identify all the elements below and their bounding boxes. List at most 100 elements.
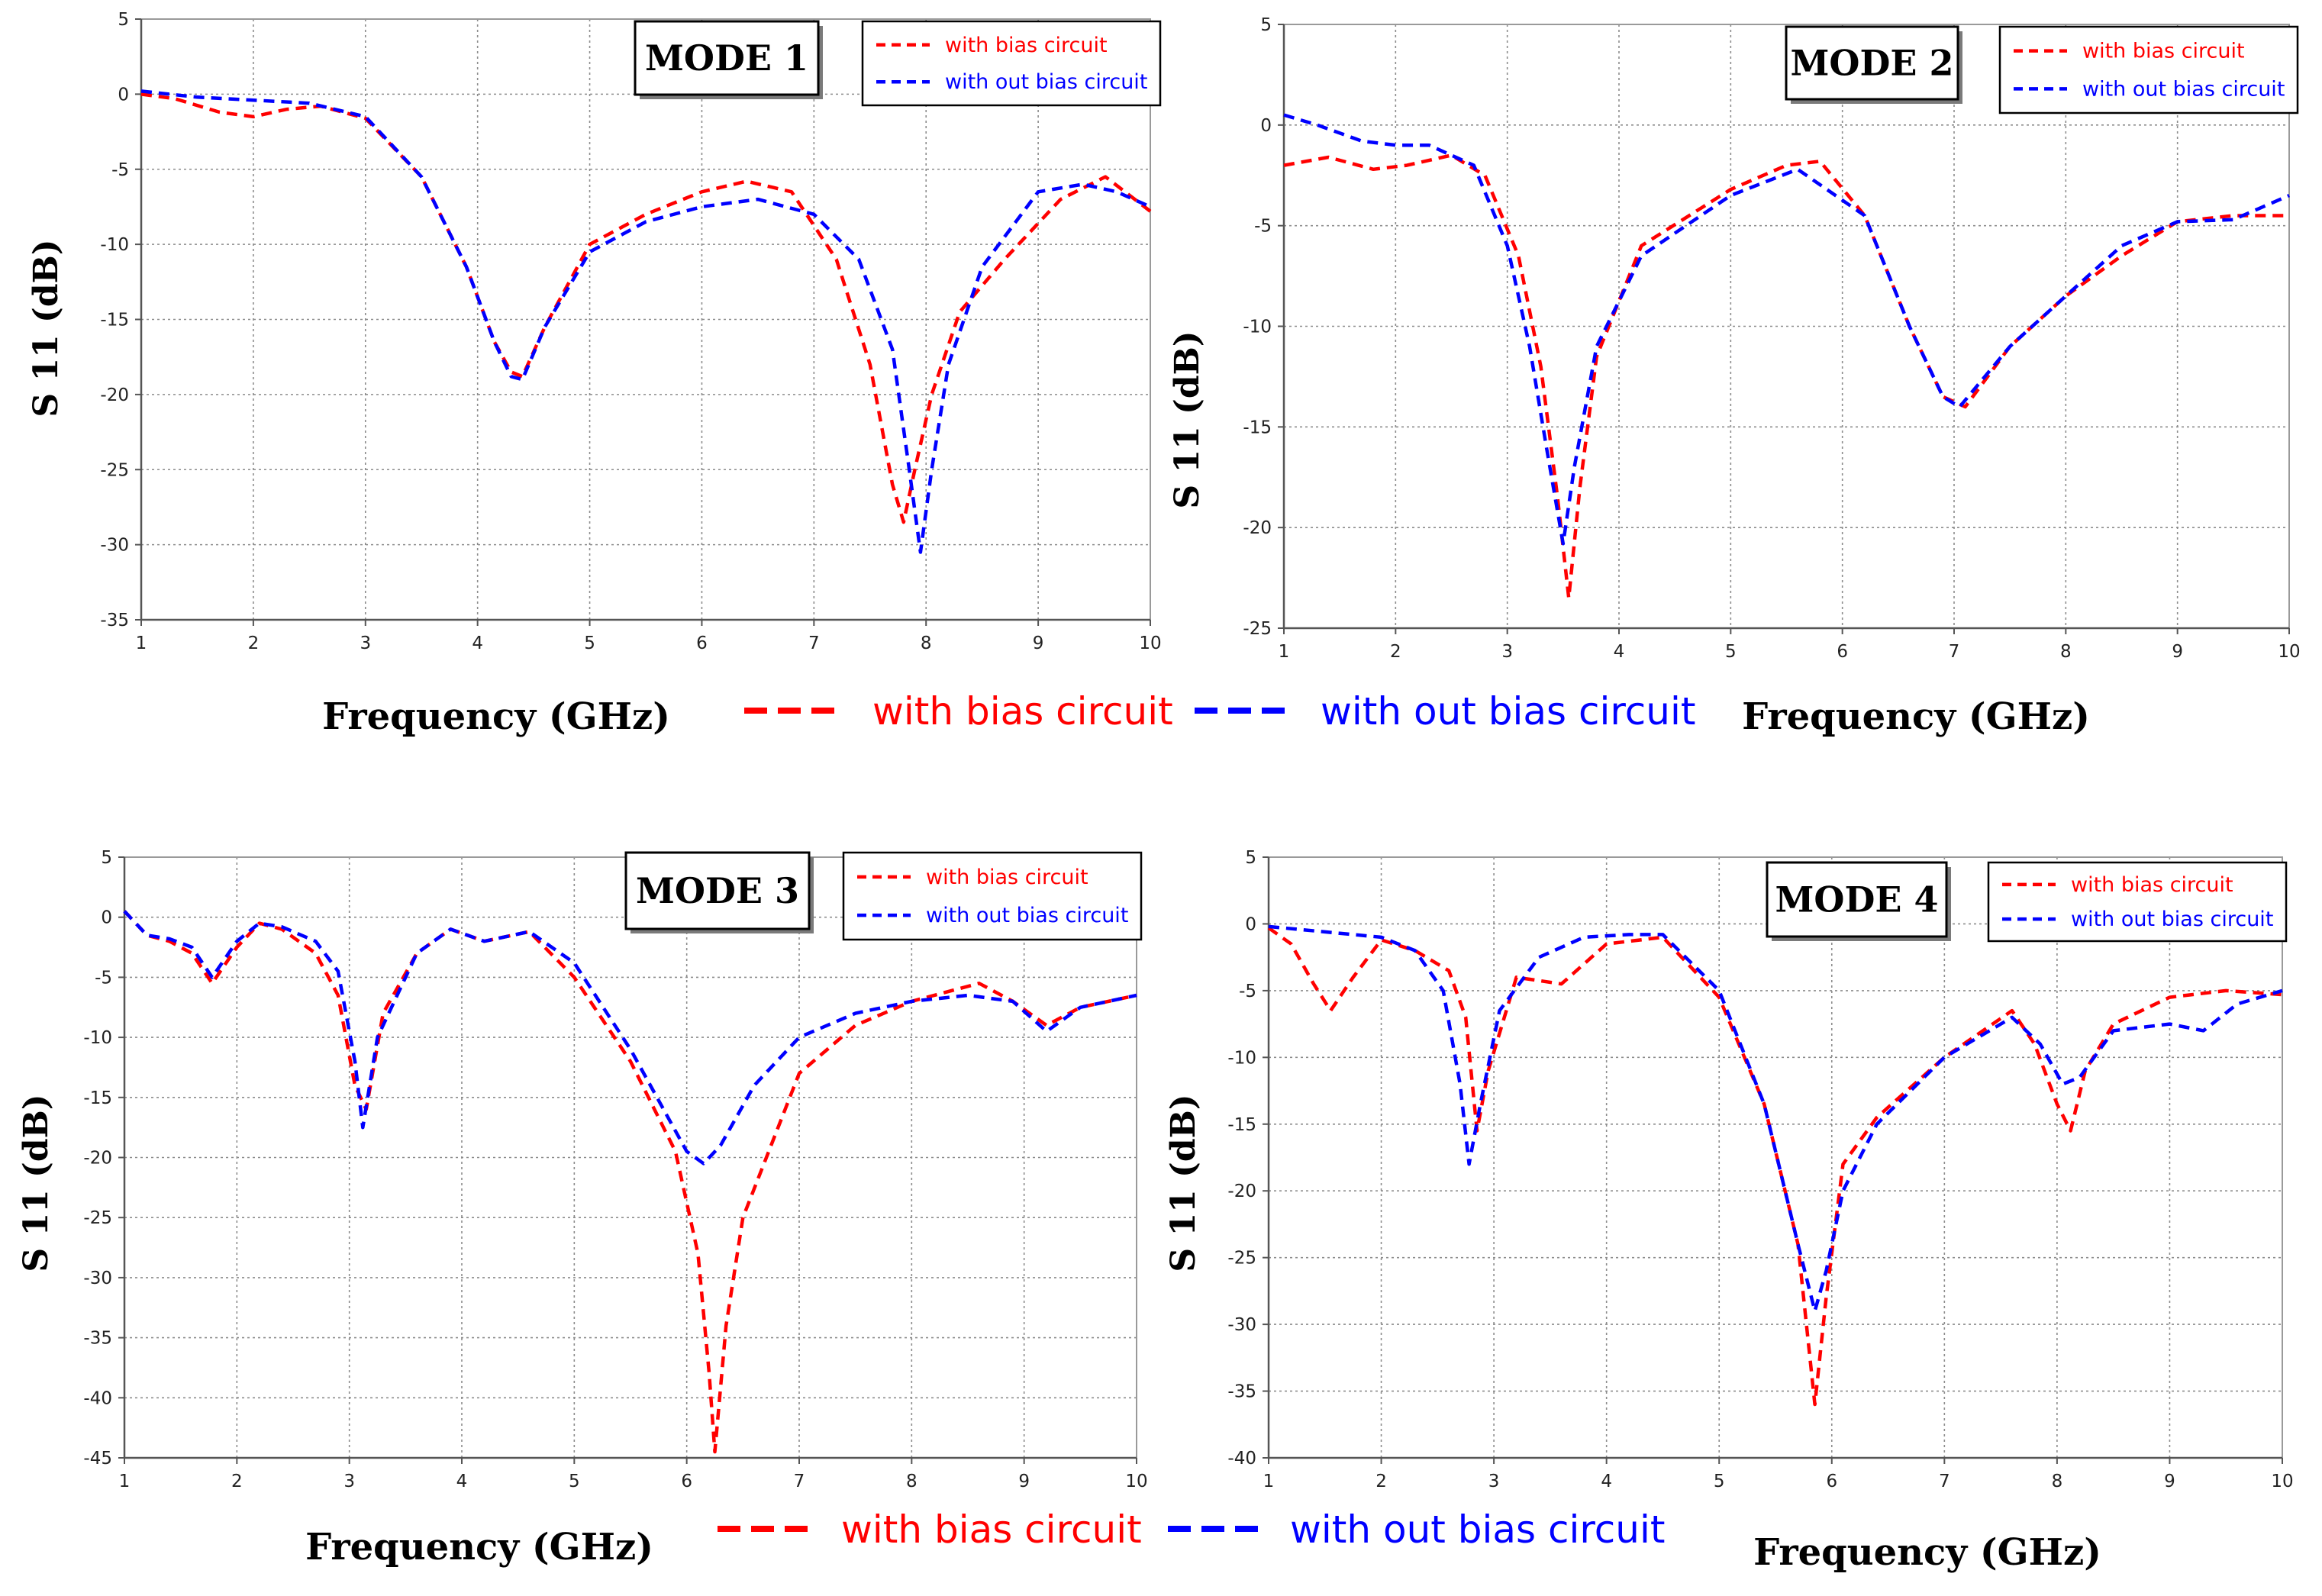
y-tick-label: -30 <box>1227 1315 1256 1335</box>
y-tick-label: -25 <box>83 1208 112 1228</box>
x-tick-label: 9 <box>2164 1472 2175 1491</box>
chart-title: MODE 1 <box>645 37 808 79</box>
y-tick-label: -10 <box>100 235 129 255</box>
legend-box <box>1987 861 2288 943</box>
y-tick-label: -45 <box>83 1449 112 1469</box>
x-tick-label: 7 <box>1949 642 1960 662</box>
y-tick-label: -15 <box>100 311 129 330</box>
x-axis-label: Frequency (GHz) <box>1742 695 2090 738</box>
x-tick-label: 3 <box>1501 642 1513 662</box>
legend-label-without-bias: with out bias circuit <box>926 904 1128 927</box>
y-axis-label: S 11 (dB) <box>1164 1094 1203 1272</box>
y-tick-label: -30 <box>100 536 129 556</box>
x-tick-label: 5 <box>1714 1472 1725 1491</box>
y-tick-label: -35 <box>100 611 129 630</box>
mode-1-chart: 1 2 3 4 5 6 7 8 9 10 5 0 -5 -10 -15 -20 -25 -30 -35 S 11 (d… <box>27 10 1162 738</box>
x-tick-label: 10 <box>1139 634 1161 653</box>
series-line-without-bias <box>140 89 1151 554</box>
x-tick-label: 7 <box>808 634 820 653</box>
x-tick-label: 6 <box>1837 642 1848 662</box>
y-tick-label: -15 <box>1243 418 1272 437</box>
x-tick-label: 2 <box>1390 642 1401 662</box>
series-line-with-bias <box>1267 926 2283 1407</box>
x-axis-label: Frequency (GHz) <box>305 1526 653 1569</box>
title-box <box>1785 25 1959 101</box>
mode-2-chart: 1 2 3 4 5 6 7 8 9 10 5 0 -5 -10 -15 -20 -25 S 11 (dB) Freq… <box>1168 15 2301 738</box>
y-tick-label: -20 <box>1227 1182 1256 1201</box>
x-tick-label: 10 <box>2278 642 2300 662</box>
chart-title: MODE 3 <box>636 870 799 911</box>
big-legend-red-label: with bias circuit <box>872 689 1173 734</box>
mode-4-chart: 1 2 3 4 5 6 7 8 9 10 5 0 -5 -10 -15 -20 -25 -30 -35 -40 S 11… <box>1164 848 2294 1574</box>
legend-label-without-bias: with out bias circuit <box>945 70 1147 94</box>
legend-box <box>1998 25 2299 114</box>
legend-label-without-bias: with out bias circuit <box>2082 77 2285 101</box>
y-tick-label: -10 <box>1243 318 1272 337</box>
x-tick-label: 1 <box>1279 642 1290 662</box>
big-legend-red-label: with bias circuit <box>841 1507 1142 1552</box>
y-tick-label: 0 <box>118 85 129 105</box>
y-tick-label: -20 <box>100 385 129 405</box>
legend-label-with-bias: with bias circuit <box>2082 40 2245 63</box>
y-tick-label: -10 <box>1227 1048 1256 1068</box>
x-tick-label: 7 <box>794 1472 805 1491</box>
legend-label-without-bias: with out bias circuit <box>2071 908 2273 931</box>
x-tick-label: 3 <box>360 634 371 653</box>
y-tick-label: -15 <box>1227 1115 1256 1135</box>
y-tick-label: -40 <box>1227 1449 1256 1469</box>
y-tick-label: -40 <box>83 1388 112 1408</box>
x-tick-label: 1 <box>1263 1472 1275 1491</box>
x-tick-label: 5 <box>569 1472 580 1491</box>
x-tick-label: 10 <box>1125 1472 1147 1491</box>
y-tick-label: 5 <box>1260 15 1272 35</box>
y-tick-label: -25 <box>100 460 129 480</box>
x-tick-label: 4 <box>472 634 483 653</box>
y-tick-label: -20 <box>1243 518 1272 538</box>
legend-label-with-bias: with bias circuit <box>945 34 1108 57</box>
legend-label-with-bias: with bias circuit <box>2071 873 2233 897</box>
x-tick-label: 1 <box>136 634 147 653</box>
title-box <box>1766 861 1948 938</box>
x-tick-label: 6 <box>681 1472 692 1491</box>
plot-area <box>124 857 1137 1458</box>
y-tick-label: 5 <box>101 848 112 868</box>
x-axis-label: Frequency (GHz) <box>322 695 670 738</box>
x-tick-label: 1 <box>119 1472 131 1491</box>
legend-box <box>842 851 1143 941</box>
y-tick-label: -35 <box>1227 1382 1256 1402</box>
y-tick-label: -5 <box>1239 982 1256 1001</box>
x-tick-label: 4 <box>1614 642 1625 662</box>
y-tick-label: 0 <box>1260 116 1272 136</box>
x-tick-label: 9 <box>2172 642 2183 662</box>
title-box <box>634 20 820 96</box>
y-tick-label: -5 <box>95 968 112 988</box>
title-box <box>624 851 811 930</box>
big-legend-row-2: with bias circuit with out bias circuit <box>718 1507 1665 1552</box>
y-tick-label: -5 <box>1254 217 1272 237</box>
x-tick-label: 2 <box>248 634 260 653</box>
x-tick-label: 6 <box>1826 1472 1837 1491</box>
y-tick-label: 0 <box>1245 914 1256 934</box>
x-axis-label: Frequency (GHz) <box>1753 1531 2101 1574</box>
y-tick-label: 0 <box>101 908 112 928</box>
x-tick-label: 7 <box>1939 1472 1950 1491</box>
x-tick-label: 10 <box>2271 1472 2293 1491</box>
x-tick-label: 8 <box>906 1472 918 1491</box>
series-line-without-bias <box>123 910 1137 1166</box>
x-tick-label: 6 <box>696 634 708 653</box>
x-tick-label: 8 <box>2052 1472 2063 1491</box>
legend-box <box>861 20 1162 107</box>
y-tick-label: -25 <box>1227 1249 1256 1269</box>
big-legend-blue-label: with out bias circuit <box>1290 1507 1665 1552</box>
x-tick-label: 3 <box>343 1472 355 1491</box>
x-tick-label: 8 <box>921 634 932 653</box>
x-tick-label: 5 <box>1725 642 1737 662</box>
y-axis-label: S 11 (dB) <box>27 239 66 417</box>
y-axis-label: S 11 (dB) <box>17 1094 56 1272</box>
x-tick-label: 8 <box>2060 642 2072 662</box>
y-tick-label: -35 <box>83 1329 112 1349</box>
legend-label-with-bias: with bias circuit <box>926 866 1088 889</box>
series-line-with-bias <box>140 92 1152 524</box>
y-tick-label: -5 <box>111 160 129 180</box>
y-tick-label: -15 <box>83 1088 112 1108</box>
